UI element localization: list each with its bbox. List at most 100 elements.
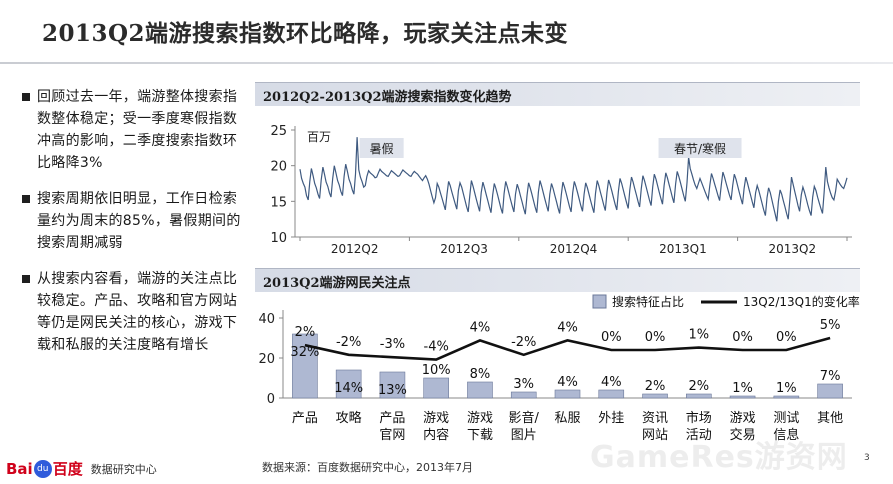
x-category-label: 产品 — [379, 411, 405, 426]
change-rate-label: 0% — [601, 330, 622, 345]
y-tick-label: 10 — [270, 231, 287, 246]
bar-value-label: 3% — [513, 377, 534, 392]
bar — [423, 377, 449, 399]
bullet-text: 从搜索内容看，端游的关注点比较稳定。产品、攻略和官方网站等仍是网民关注的核心，游… — [37, 271, 238, 353]
x-tick-label: 2013Q2 — [768, 242, 816, 256]
x-category-label: 下载 — [467, 428, 493, 443]
trend-panel-header: 2012Q2-2013Q2端游搜索指数变化趋势 — [255, 82, 860, 106]
bullet-marker — [22, 195, 30, 203]
bar-value-label: 2% — [688, 379, 709, 394]
search-index-line-chart: 10 15 20 25 百万 2012Q2 2012Q3 2012Q4 2013Q1 2013Q2… — [270, 124, 852, 256]
x-category-label: 攻略 — [336, 410, 362, 426]
annotation-label: 暑假 — [370, 142, 394, 156]
bar-value-label: 32% — [290, 345, 319, 360]
change-rate-label: 0% — [732, 330, 753, 345]
bullet-item: 从搜索内容看，端游的关注点比较稳定。产品、攻略和官方网站等仍是网民关注的核心，游… — [22, 268, 247, 356]
bar — [554, 389, 581, 399]
logo-text-cn: 百度 — [52, 460, 83, 478]
bullet-text: 搜索周期依旧明显，工作日检索量约为周末的85%，暑假期间的搜索周期减弱 — [37, 191, 241, 251]
bar — [729, 395, 756, 399]
y-tick-label: 0 — [267, 392, 275, 407]
x-tick-label: 2012Q2 — [331, 242, 379, 256]
y-tick-label: 40 — [258, 312, 275, 327]
unit-label: 百万 — [307, 130, 331, 144]
x-category-label: 测试 — [773, 411, 799, 426]
annotation-label: 春节/寒假 — [674, 141, 726, 156]
y-tick-label: 25 — [270, 124, 287, 139]
x-category-label: 官网 — [379, 427, 405, 443]
x-category-label: 影音/ — [509, 410, 540, 426]
y-tick-label: 20 — [258, 352, 275, 367]
trend-panel-title: 2012Q2-2013Q2端游搜索指数变化趋势 — [263, 90, 512, 105]
x-category-label: 私服 — [554, 411, 580, 426]
x-category-label: 图片 — [511, 428, 537, 443]
bar-value-label: 10% — [422, 363, 451, 378]
legend-line-label: 13Q2/13Q1的变化率 — [743, 294, 860, 309]
change-rate-label: 1% — [688, 328, 709, 343]
x-category-label: 产品 — [292, 411, 318, 426]
legend-bar-label: 搜索特征占比 — [612, 294, 684, 309]
bar — [510, 391, 537, 399]
x-category-label: 外挂 — [598, 411, 624, 426]
bar — [467, 381, 493, 399]
change-rate-label: 4% — [557, 320, 578, 335]
x-category-label: 网站 — [642, 428, 668, 443]
x-category-label: 信息 — [773, 427, 799, 443]
x-category-label: 其他 — [817, 411, 843, 426]
x-category-label: 市场 — [686, 410, 712, 426]
bullet-text: 回顾过去一年，端游整体搜索指数整体稳定；受一季度寒假指数冲高的影响，二季度搜索指… — [37, 89, 238, 171]
bullet-item: 回顾过去一年，端游整体搜索指数整体稳定；受一季度寒假指数冲高的影响，二季度搜索指… — [22, 86, 247, 174]
bar-value-label: 2% — [645, 379, 666, 394]
paw-icon: du — [33, 459, 52, 478]
logo-subtitle: 数据研究中心 — [90, 462, 157, 476]
bullet-marker — [22, 93, 30, 101]
change-rate-label: 4% — [470, 320, 491, 335]
bar-value-label: 8% — [470, 367, 491, 382]
bar-value-label: 14% — [334, 381, 363, 396]
change-rate-label: -2% — [511, 335, 536, 350]
x-category-label: 游戏 — [423, 411, 449, 426]
bullet-marker — [22, 275, 30, 283]
bar — [598, 389, 625, 399]
bar — [817, 383, 843, 399]
y-tick-label: 20 — [270, 160, 287, 175]
change-rate-label: 0% — [645, 330, 666, 345]
focus-panel-title: 2013Q2端游网民关注点 — [263, 276, 411, 291]
bullet-list: 回顾过去一年，端游整体搜索指数整体稳定；受一季度寒假指数冲高的影响，二季度搜索指… — [22, 86, 247, 370]
y-tick-label: 15 — [270, 195, 287, 210]
focus-panel-header: 2013Q2端游网民关注点 — [255, 268, 860, 292]
bar-value-label: 4% — [557, 375, 578, 390]
bar — [773, 395, 800, 399]
page-title: 2013Q2端游搜索指数环比略降，玩家关注点未变 — [42, 20, 569, 47]
change-rate-label: -3% — [380, 337, 405, 352]
x-tick-label: 2012Q3 — [440, 242, 488, 256]
bar-value-label: 4% — [601, 375, 622, 390]
watermark: GameRes游资网 — [590, 440, 848, 475]
change-rate-label: -2% — [336, 335, 361, 350]
baidu-logo: Bai du 百度 数据研究中心 — [6, 458, 157, 479]
x-tick-label: 2013Q1 — [659, 242, 707, 256]
change-rate-label: 0% — [776, 330, 797, 345]
page-number: 3 — [864, 453, 870, 463]
x-category-label: 资讯 — [642, 411, 668, 426]
annotation-box — [658, 138, 742, 158]
bar — [292, 333, 318, 399]
x-category-label: 游戏 — [467, 411, 493, 426]
annotation-box — [359, 138, 404, 158]
bar — [642, 393, 668, 399]
bar — [686, 393, 712, 399]
bar — [335, 369, 362, 399]
bar-value-label: 1% — [732, 381, 753, 396]
legend-bar-swatch — [592, 294, 607, 309]
x-category-label: 内容 — [423, 427, 449, 443]
title-divider — [0, 62, 893, 64]
logo-text: Bai — [6, 459, 33, 478]
x-tick-label: 2012Q4 — [550, 242, 598, 256]
change-rate-label: 5% — [820, 318, 841, 333]
bar-value-label: 1% — [776, 381, 797, 396]
search-index-line — [299, 137, 848, 222]
change-rate-label: -4% — [424, 340, 449, 355]
data-source-note: 数据来源：百度数据研究中心，2013年7月 — [262, 461, 473, 474]
change-rate-label: 2% — [295, 325, 316, 340]
